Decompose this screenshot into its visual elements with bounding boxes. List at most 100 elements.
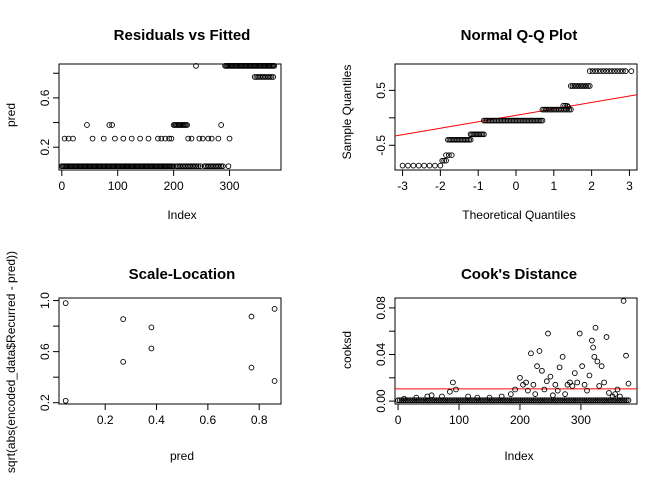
data-point (565, 397, 571, 404)
data-point (585, 83, 591, 89)
plot-frame (58, 297, 282, 405)
y-tick-label: 0.6 (38, 343, 52, 360)
data-point (504, 397, 511, 404)
data-point (137, 135, 143, 142)
data-point (617, 393, 623, 400)
data-point (519, 397, 526, 404)
data-point (628, 68, 635, 74)
data-point (562, 102, 569, 109)
data-point (148, 163, 155, 170)
panel4-title: Cook's Distance (461, 266, 577, 283)
data-point (530, 397, 537, 404)
data-point (218, 163, 225, 170)
data-point (570, 397, 577, 404)
data-point (162, 135, 169, 142)
panel-normal-qq: Normal Q-Q Plot Theoretical Quantiles Sa… (340, 27, 638, 222)
data-point (413, 397, 420, 404)
data-point (417, 397, 423, 404)
data-point (601, 397, 608, 404)
data-point (539, 397, 546, 404)
data-point (184, 122, 190, 128)
data-point (497, 397, 504, 404)
x-tick-label: 300 (220, 179, 240, 193)
data-point (145, 135, 152, 142)
data-point (461, 397, 467, 404)
data-point (404, 397, 411, 404)
x-tick-label: 100 (449, 413, 469, 427)
data-point (443, 157, 449, 164)
data-point (405, 162, 411, 169)
y-tick-label: 0.00 (374, 389, 388, 413)
panel3-plot-area: 0.2 0.4 0.6 0.8 0.2 0.6 1.0 (38, 292, 282, 427)
data-point (528, 350, 534, 357)
data-point (120, 316, 127, 322)
data-point (592, 397, 599, 404)
data-point (503, 397, 509, 404)
data-point (453, 397, 460, 404)
data-point (557, 397, 564, 404)
data-point (199, 135, 206, 142)
data-point (617, 68, 623, 74)
data-point (574, 379, 581, 386)
data-point (192, 163, 198, 170)
data-point (574, 397, 581, 404)
panel2-ylabel: Sample Quantiles (340, 65, 354, 160)
panel3-xlabel: pred (170, 449, 194, 463)
data-point (482, 397, 489, 404)
data-point (448, 397, 454, 404)
data-point (270, 74, 277, 80)
panel4-ylabel: cooksd (340, 331, 354, 369)
data-point (595, 68, 601, 74)
data-point (481, 397, 487, 404)
data-point (443, 152, 449, 159)
data-point (583, 83, 590, 89)
data-point (109, 122, 115, 128)
panel-scale-location: Scale-Location pred sqrt(abs(encoded_dat… (4, 251, 282, 473)
data-point (62, 397, 69, 404)
data-point (466, 397, 473, 404)
data-point (271, 62, 278, 69)
data-point (114, 163, 121, 170)
data-point (559, 397, 566, 404)
data-point (579, 363, 585, 369)
data-point (89, 135, 96, 142)
data-point (618, 397, 625, 404)
data-point (552, 397, 559, 404)
data-point (598, 397, 604, 404)
data-point (205, 135, 212, 142)
data-point (567, 397, 573, 404)
data-point (550, 392, 556, 399)
data-point (620, 397, 626, 404)
data-point (508, 397, 515, 404)
data-point (512, 397, 518, 404)
data-point (492, 397, 498, 404)
data-point (612, 397, 619, 404)
x-tick-label: 0 (58, 179, 65, 193)
data-point (418, 397, 425, 404)
data-point (589, 68, 596, 74)
data-point (523, 397, 529, 404)
data-point (406, 397, 412, 404)
data-point (395, 397, 401, 404)
y-tick-label: 1.0 (38, 292, 52, 309)
data-point (507, 391, 514, 397)
data-point (514, 397, 520, 404)
data-point (486, 394, 493, 401)
data-point (556, 364, 563, 371)
data-point (616, 397, 623, 404)
data-point (545, 330, 551, 337)
data-point (473, 397, 480, 404)
data-point (532, 391, 539, 397)
data-point (166, 135, 173, 142)
data-point (610, 397, 617, 404)
data-point (585, 397, 592, 404)
x-tick-label: 200 (510, 413, 530, 427)
data-point (266, 74, 273, 80)
x-tick-label: 2 (588, 179, 595, 193)
x-tick-label: 0.2 (97, 413, 114, 427)
data-point (268, 74, 275, 80)
data-point (579, 397, 586, 404)
data-point (532, 397, 539, 404)
data-point (591, 353, 598, 360)
data-point (596, 397, 603, 404)
